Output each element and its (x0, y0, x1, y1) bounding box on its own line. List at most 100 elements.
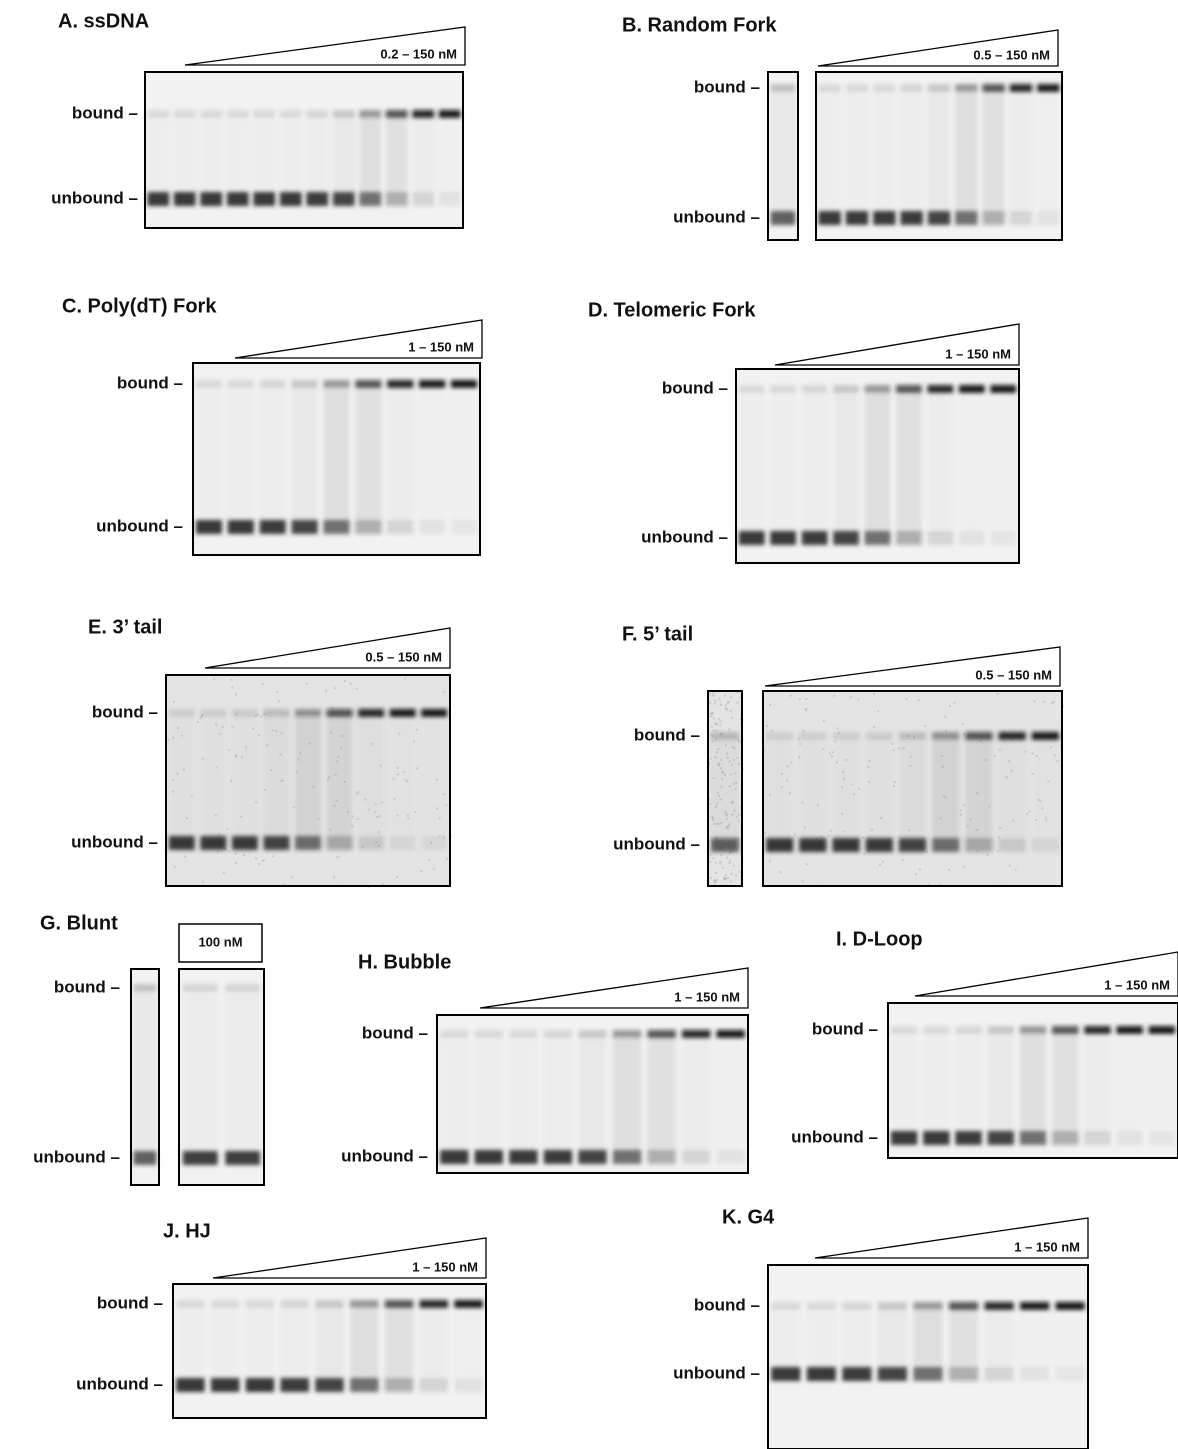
smear (739, 393, 765, 532)
bound-label: bound – (634, 725, 700, 744)
range-label: 0.5 – 150 nM (973, 47, 1050, 62)
smear (846, 92, 868, 212)
smear (766, 740, 793, 839)
smear (509, 1038, 537, 1151)
gel-noise (213, 678, 215, 680)
gel-noise (962, 723, 964, 725)
unbound-band (295, 836, 321, 850)
gel-noise (963, 733, 965, 735)
bound-band (578, 1030, 606, 1038)
gel-noise (709, 861, 711, 863)
gel-noise (382, 883, 384, 885)
gel-noise (712, 693, 714, 695)
unbound-band (292, 520, 318, 534)
bound-band (923, 1026, 949, 1034)
bound-band (385, 1300, 414, 1308)
gel-noise (873, 693, 875, 695)
unbound-band (955, 1131, 981, 1145)
smear (1010, 92, 1032, 212)
gel-noise (716, 730, 718, 732)
gel-noise (764, 832, 766, 834)
gel-noise (945, 730, 947, 732)
smear (183, 992, 218, 1152)
gel-noise (716, 879, 718, 881)
bound-label: bound – (92, 702, 158, 721)
smear (260, 388, 286, 521)
range-label: 0.2 – 150 nM (380, 46, 457, 61)
range-label: 0.5 – 150 nM (975, 667, 1052, 682)
unbound-band (866, 838, 893, 852)
unbound-band (717, 1150, 745, 1164)
gel-noise (728, 729, 730, 731)
panel-title: I. D-Loop (836, 928, 923, 950)
bound-band (1010, 84, 1032, 92)
gel-image (437, 1015, 748, 1173)
gel-noise (915, 873, 917, 875)
bound-band (333, 110, 355, 118)
unbound-label: unbound – (33, 1147, 120, 1166)
unbound-band (613, 1150, 641, 1164)
unbound-band (1084, 1131, 1110, 1145)
bound-band (891, 1026, 917, 1034)
bound-band (246, 1300, 275, 1308)
bound-band (147, 110, 169, 118)
gel-noise (1009, 865, 1011, 867)
unbound-band (134, 1151, 157, 1165)
gel-noise (997, 693, 999, 695)
smear (1032, 740, 1059, 839)
figure: A. ssDNA0.2 – 150 nMbound –unbound –B. R… (0, 0, 1178, 1449)
gel-noise (421, 870, 423, 872)
gel-image (736, 369, 1019, 563)
gel-noise (873, 726, 875, 728)
smear (174, 118, 196, 193)
unbound-band (899, 838, 926, 852)
gel-noise (987, 854, 989, 856)
range-label: 1 – 150 nM (1104, 977, 1170, 992)
smear (771, 92, 796, 212)
gel-noise (790, 695, 792, 697)
smear (770, 393, 796, 532)
unbound-band (333, 192, 355, 206)
gel-noise (255, 857, 257, 859)
unbound-band (873, 211, 895, 225)
gel-noise (926, 851, 928, 853)
panel-title: K. G4 (722, 1206, 775, 1228)
bound-band (134, 984, 157, 992)
smear (1037, 92, 1059, 212)
gel-noise (416, 729, 418, 731)
bound-band (833, 385, 859, 393)
gel-noise (1015, 869, 1017, 871)
unbound-band (1032, 838, 1059, 852)
bound-band (228, 380, 254, 388)
unbound-band (985, 1367, 1014, 1381)
bound-band (327, 709, 353, 717)
gel-noise (228, 850, 230, 852)
gel-noise (718, 718, 720, 720)
bound-band (315, 1300, 344, 1308)
bound-band (1020, 1026, 1046, 1034)
smear (832, 740, 859, 839)
smear (955, 92, 977, 212)
gel-noise (802, 730, 804, 732)
unbound-band (200, 192, 222, 206)
gel-noise (997, 850, 999, 852)
panel-title: D. Telomeric Fork (588, 299, 756, 321)
unbound-band (1010, 211, 1032, 225)
gel-noise (333, 876, 335, 878)
unbound-band (246, 1378, 275, 1392)
gel-noise (713, 718, 715, 720)
unbound-label: unbound – (613, 834, 700, 853)
range-label: 100 nM (198, 934, 242, 949)
unbound-band (771, 211, 796, 225)
unbound-label: unbound – (641, 527, 728, 546)
gel-noise (263, 859, 265, 861)
unbound-band (183, 1151, 218, 1165)
unbound-label: unbound – (673, 207, 760, 226)
unbound-band (965, 838, 992, 852)
unbound-band (315, 1378, 344, 1392)
unbound-band (260, 520, 286, 534)
bound-band (200, 110, 222, 118)
gel-noise (202, 881, 204, 883)
bound-label: bound – (812, 1019, 878, 1038)
unbound-label: unbound – (673, 1363, 760, 1382)
